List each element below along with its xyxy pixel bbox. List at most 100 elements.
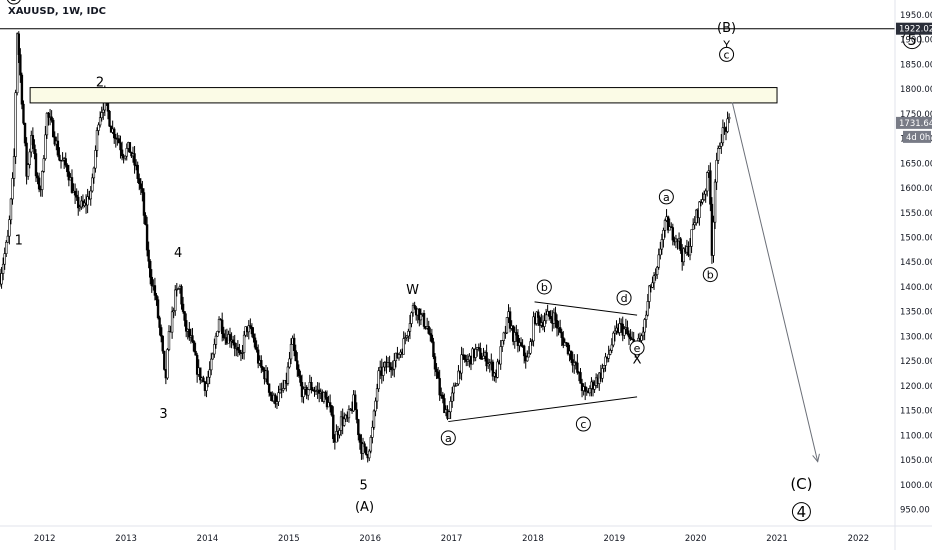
wave-label-12[interactable]: e [629, 340, 645, 356]
candle-body [205, 383, 208, 391]
candle-body [86, 196, 89, 206]
wave-label-0[interactable]: 3 [6, 0, 21, 5]
candle-body [51, 119, 55, 138]
candle-body [508, 311, 512, 329]
candle-body [219, 318, 222, 321]
candle-body [269, 392, 272, 396]
wave-label-21[interactable]: 4 [791, 502, 811, 522]
candle-body [19, 54, 22, 76]
price-tick-label: 1150.00 [900, 407, 932, 417]
candle-body [427, 326, 430, 334]
candle-body [690, 229, 693, 247]
wave-label-8[interactable]: a [440, 430, 456, 446]
price-tick-label: 1200.00 [900, 382, 932, 392]
candle-body [496, 361, 499, 378]
wave-label-10[interactable]: c [575, 416, 591, 432]
high-price-label-bg [896, 22, 932, 35]
candle-body [558, 327, 562, 333]
candle-body [688, 246, 692, 256]
wave-label-3[interactable]: 3 [159, 407, 167, 422]
candle-body [652, 275, 656, 284]
candle-body [460, 354, 463, 374]
candle-body [119, 142, 122, 151]
candle-body [155, 295, 158, 301]
candle-body [645, 314, 648, 320]
candle-body [233, 342, 236, 349]
candle-body [328, 402, 332, 406]
wave-label-text: (B) [717, 21, 736, 36]
candle-body [231, 339, 235, 344]
wave-label-2[interactable]: 2 [96, 75, 104, 90]
candle-body [516, 334, 520, 346]
candle-body [26, 164, 30, 177]
current-price-label: 1731.64 [899, 119, 932, 129]
wave-label-text: b [541, 281, 548, 294]
trendline-1[interactable] [534, 301, 638, 316]
candle-body [37, 177, 41, 190]
candle-body [47, 112, 50, 118]
forecast-arrow[interactable] [731, 102, 819, 462]
wave-label-11[interactable]: d [616, 290, 632, 306]
candle-body [184, 320, 188, 332]
candle-body [163, 350, 166, 370]
candle-body [609, 350, 612, 355]
candle-body [261, 367, 265, 371]
candle-body [443, 398, 446, 414]
wave-label-14[interactable]: a [658, 189, 674, 205]
wave-label-13[interactable]: X [633, 352, 642, 367]
candle-body [397, 354, 401, 359]
candle-body [275, 401, 279, 405]
candle-body [335, 431, 338, 443]
candle-body [718, 146, 721, 149]
candle-body [8, 219, 11, 237]
price-tick-label: 1900.00 [900, 36, 932, 46]
candle-body [194, 350, 197, 356]
candle-body [145, 224, 149, 251]
candle-body [662, 229, 665, 240]
wave-label-18[interactable]: c [719, 46, 735, 62]
candle-body [330, 405, 333, 416]
candle-body [641, 331, 645, 337]
candle-body [691, 224, 695, 231]
wave-label-1[interactable]: 1 [15, 234, 23, 249]
wave-label-9[interactable]: b [536, 279, 552, 295]
price-axis[interactable]: 950.00 1000.00 1050.00 1100.00 1150.00 1200.0… [894, 0, 932, 550]
candle-body [70, 177, 74, 193]
candle-body [34, 153, 38, 177]
wave-label-circle [440, 430, 456, 446]
candle-body [526, 356, 529, 362]
candle-body [407, 330, 410, 337]
wave-label-text: (C) [790, 475, 812, 493]
candle-body [108, 110, 111, 127]
resistance-zone[interactable] [29, 87, 778, 104]
candle-body [64, 158, 67, 166]
wave-label-4[interactable]: 4 [174, 246, 182, 261]
candle-body [253, 337, 257, 348]
wave-label-20[interactable]: (C) [790, 475, 812, 493]
candle-body [648, 285, 651, 302]
candle-body [53, 136, 56, 145]
candle-body [242, 334, 246, 353]
wave-label-5[interactable]: 5 [360, 479, 368, 494]
trendline-0[interactable] [448, 396, 638, 423]
wave-label-7[interactable]: W [406, 283, 419, 298]
wave-label-17[interactable]: Y [722, 38, 730, 51]
wave-label-text: a [445, 432, 452, 445]
candle-body [479, 348, 482, 359]
candle-body [671, 227, 675, 241]
time-axis[interactable]: 2012 2013 2014 2015 2016 2017 2018 2019 2020 2021… [0, 525, 932, 544]
candle-body [67, 171, 71, 181]
candle-body [283, 380, 286, 389]
wave-label-text: 4 [174, 246, 182, 261]
time-tick-label: 2021 [766, 534, 788, 544]
price-tick-label: 1050.00 [900, 456, 932, 466]
candle-body [626, 327, 629, 335]
symbol-title: XAUUSD, 1W, IDC [8, 6, 106, 17]
candle-body [499, 346, 502, 365]
candle-body [382, 366, 385, 376]
wave-label-15[interactable]: b [702, 267, 718, 283]
wave-label-6[interactable]: (A) [355, 500, 374, 515]
candle-body [23, 122, 27, 144]
wave-label-16[interactable]: (B) [717, 21, 736, 36]
